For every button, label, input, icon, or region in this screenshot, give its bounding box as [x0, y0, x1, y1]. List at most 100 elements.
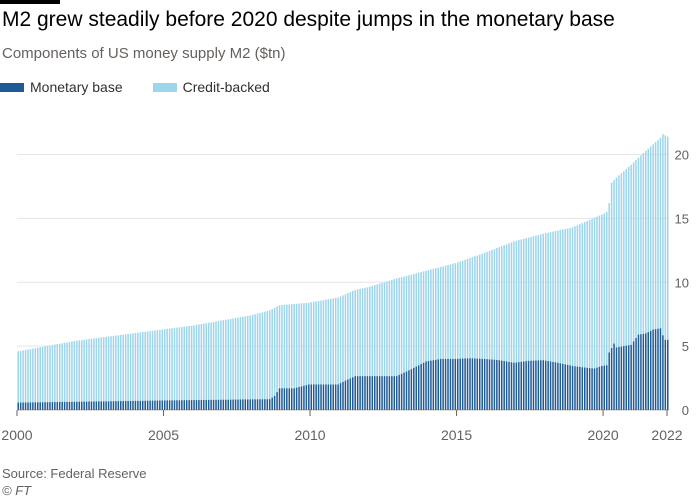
- bar-credit-backed: [188, 326, 190, 401]
- bar-credit-backed: [488, 250, 491, 360]
- bar-monetary-base: [391, 376, 393, 410]
- bar-monetary-base: [579, 366, 581, 410]
- bar-credit-backed: [647, 148, 650, 333]
- bar-monetary-base: [225, 399, 227, 410]
- bar-monetary-base: [659, 328, 662, 410]
- bar-monetary-base: [386, 376, 388, 410]
- bar-credit-backed: [635, 160, 637, 339]
- bar-monetary-base: [591, 368, 593, 410]
- bar-monetary-base: [427, 361, 430, 410]
- bar-monetary-base: [461, 358, 464, 410]
- bar-monetary-base: [171, 400, 173, 410]
- bar-credit-backed: [332, 298, 334, 385]
- bar-monetary-base: [105, 401, 107, 410]
- bar-credit-backed: [85, 339, 88, 402]
- bar-credit-backed: [242, 316, 244, 400]
- legend-item-monetary-base: Monetary base: [0, 79, 123, 95]
- bar-credit-backed: [478, 254, 481, 359]
- bar-monetary-base: [185, 400, 188, 410]
- bar-credit-backed: [156, 330, 159, 401]
- bar-monetary-base: [286, 388, 288, 410]
- bar-credit-backed: [525, 238, 527, 362]
- bar-credit-backed: [254, 314, 256, 400]
- bar-credit-backed: [432, 268, 435, 361]
- bar-credit-backed: [124, 334, 127, 401]
- bar-monetary-base: [657, 328, 659, 410]
- bar-credit-backed: [308, 302, 310, 385]
- bar-monetary-base: [342, 381, 344, 410]
- bar-monetary-base: [207, 399, 210, 410]
- bar-credit-backed: [344, 294, 347, 381]
- bar-credit-backed: [102, 337, 105, 402]
- bar-credit-backed: [386, 281, 388, 377]
- bar-credit-backed: [110, 336, 112, 402]
- bar-credit-backed: [564, 228, 566, 365]
- bar-monetary-base: [308, 384, 310, 410]
- bar-credit-backed: [229, 318, 232, 400]
- bar-credit-backed: [361, 288, 364, 377]
- bar-monetary-base: [356, 376, 359, 410]
- bar-monetary-base: [613, 343, 615, 410]
- bar-monetary-base: [151, 400, 154, 410]
- bar-monetary-base: [488, 359, 491, 410]
- bar-monetary-base: [537, 360, 540, 410]
- bar-credit-backed: [295, 303, 298, 388]
- bar-monetary-base: [405, 371, 408, 410]
- bar-credit-backed: [591, 218, 593, 369]
- bar-credit-backed: [576, 225, 579, 367]
- bar-monetary-base: [525, 361, 527, 410]
- bar-monetary-base: [447, 358, 449, 410]
- bar-credit-backed: [19, 350, 22, 403]
- bar-credit-backed: [398, 277, 400, 375]
- bar-credit-backed: [17, 351, 19, 403]
- bar-credit-backed: [168, 328, 171, 401]
- bar-monetary-base: [481, 358, 483, 410]
- bar-monetary-base: [212, 399, 215, 410]
- bar-credit-backed: [268, 310, 271, 400]
- bar-monetary-base: [181, 400, 183, 410]
- bar-monetary-base: [635, 338, 637, 410]
- bar-monetary-base: [625, 345, 628, 410]
- bar-monetary-base: [217, 399, 220, 410]
- bar-credit-backed: [549, 232, 552, 362]
- chart-legend: Monetary base Credit-backed: [0, 79, 300, 95]
- bar-monetary-base: [290, 388, 293, 410]
- bar-monetary-base: [478, 358, 481, 410]
- bar-credit-backed: [430, 269, 432, 361]
- bar-monetary-base: [168, 400, 171, 410]
- bar-credit-backed: [132, 333, 134, 401]
- bar-monetary-base: [417, 365, 420, 410]
- bar-monetary-base: [278, 388, 281, 410]
- bar-monetary-base: [303, 385, 305, 410]
- bar-monetary-base: [352, 377, 354, 410]
- bar-monetary-base: [129, 400, 132, 410]
- bar-monetary-base: [369, 376, 371, 410]
- bar-monetary-base: [100, 401, 103, 410]
- bar-monetary-base: [349, 378, 352, 410]
- bar-monetary-base: [476, 358, 479, 410]
- legend-label-monetary-base: Monetary base: [30, 79, 123, 95]
- bar-monetary-base: [271, 397, 273, 410]
- bar-credit-backed: [571, 227, 574, 366]
- bar-credit-backed: [161, 329, 164, 401]
- bar-monetary-base: [198, 400, 200, 410]
- bar-monetary-base: [80, 401, 83, 410]
- bar-credit-backed: [49, 345, 51, 403]
- bar-monetary-base: [652, 329, 654, 410]
- bar-credit-backed: [29, 349, 32, 403]
- bar-credit-backed: [276, 306, 278, 393]
- bar-monetary-base: [454, 358, 457, 410]
- bar-monetary-base: [227, 399, 229, 410]
- bar-credit-backed: [63, 342, 66, 402]
- bar-credit-backed: [620, 173, 623, 347]
- bar-monetary-base: [361, 376, 364, 410]
- bar-credit-backed: [481, 253, 483, 359]
- bar-credit-backed: [420, 272, 422, 365]
- bar-monetary-base: [166, 400, 168, 410]
- bar-credit-backed: [654, 142, 657, 330]
- bar-monetary-base: [39, 402, 41, 410]
- y-tick-label: 20: [675, 148, 689, 163]
- bar-monetary-base: [403, 372, 405, 410]
- bar-credit-backed: [559, 230, 562, 364]
- bar-monetary-base: [183, 400, 186, 410]
